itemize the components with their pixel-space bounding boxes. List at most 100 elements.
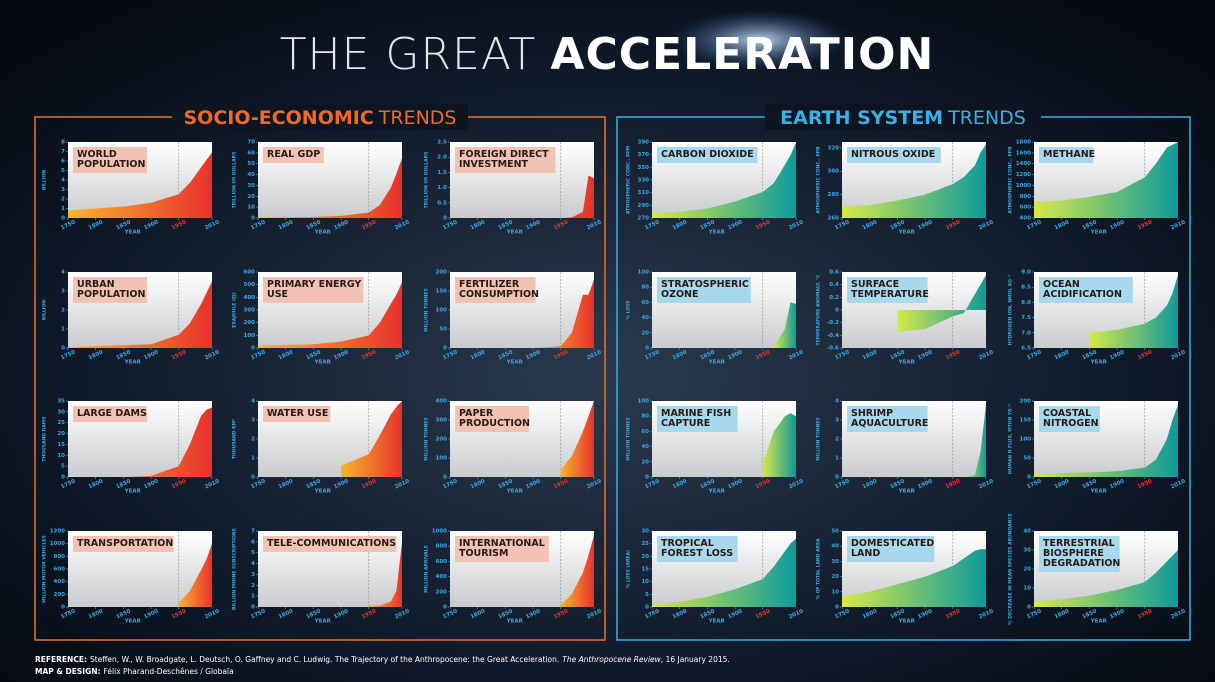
- x-tick-label: 1900: [727, 608, 744, 620]
- y-tick-label: 0.2: [829, 295, 839, 301]
- y-axis-label: HYDROGEN ION, NMOL KG⁻¹: [1008, 275, 1014, 346]
- x-tick-label: 1850: [1081, 219, 1098, 231]
- y-axis-label: BILLION: [42, 170, 48, 190]
- x-tick-label: 1900: [143, 219, 160, 231]
- y-tick-label: 600: [1020, 205, 1032, 211]
- x-tick-label: 1850: [305, 478, 322, 490]
- y-tick-label: 20: [641, 554, 649, 560]
- y-tick-label: 0: [251, 346, 255, 352]
- y-tick-label: 2.0: [437, 155, 447, 161]
- y-tick-label: 400: [1020, 216, 1032, 222]
- area: [762, 413, 796, 477]
- x-tick-label: 2010: [204, 608, 221, 620]
- x-tick-label: 1850: [889, 608, 906, 620]
- main-title: THE GREAT ACCELERATION: [280, 29, 935, 80]
- y-tick-label: 30: [1023, 548, 1031, 554]
- x-tick-label: 1950: [755, 349, 772, 361]
- x-axis-label: YEAR: [506, 360, 524, 366]
- x-tick-label: 1750: [1026, 608, 1043, 620]
- y-tick-label: 1: [61, 327, 65, 333]
- y-tick-label: 1800: [1016, 140, 1031, 146]
- reference: REFERENCE: Steffen, W., W. Broadgate, L. …: [35, 655, 730, 664]
- y-axis-label: % LOSS (AREA): [626, 550, 632, 588]
- chart-title: LARGE DAMS: [77, 408, 147, 419]
- x-tick-label: 2010: [394, 349, 411, 361]
- x-tick-label: 1950: [171, 219, 188, 231]
- area: [652, 538, 796, 607]
- x-tick-label: 1950: [553, 349, 570, 361]
- x-axis-label: YEAR: [708, 619, 726, 625]
- chart-title: COASTAL NITROGEN: [1043, 408, 1099, 429]
- area: [68, 152, 212, 218]
- area: [178, 543, 212, 607]
- y-tick-label: 20: [1023, 567, 1031, 573]
- x-tick-label: 1850: [497, 478, 514, 490]
- y-tick-label: 60: [641, 300, 649, 306]
- y-tick-label: 4: [251, 561, 255, 567]
- y-tick-label: 1600: [1016, 150, 1031, 156]
- chart-panel: 0 10 20 30 40 50 60 70 1750 1800 1850 1900 1950 2010 Y…: [232, 140, 411, 236]
- y-tick-label: 9.0: [1021, 270, 1031, 276]
- chart-panel: 0 1 2 3 4 1750 1800 1850 1900 1950 2010 YEAR MILLION…: [816, 399, 995, 495]
- x-tick-label: 2010: [586, 349, 603, 361]
- y-axis-label: MILLION TONNES: [424, 288, 430, 331]
- x-tick-label: 1750: [442, 219, 459, 231]
- chart-title: SHRIMP AQUACULTURE: [851, 408, 928, 429]
- title-box: [657, 147, 758, 163]
- chart-panel: 0 5 10 15 20 25 30 1750 1800 1850 1900 1950 2010 YEAR…: [626, 529, 805, 625]
- y-tick-label: 400: [244, 295, 256, 301]
- y-tick-label: 15: [57, 442, 65, 448]
- y-tick-label: 310: [638, 190, 650, 196]
- x-tick-label: 2010: [394, 478, 411, 490]
- y-tick-label: 50: [1023, 456, 1031, 462]
- x-tick-label: 1800: [1054, 608, 1071, 620]
- area: [560, 401, 594, 477]
- y-tick-label: 1: [251, 456, 255, 462]
- area: [1034, 550, 1178, 607]
- x-tick-label: 2010: [204, 349, 221, 361]
- x-tick-label: 1800: [88, 349, 105, 361]
- y-tick-label: 50: [831, 529, 839, 535]
- y-tick-label: 70: [247, 140, 255, 146]
- y-tick-label: 1: [835, 456, 839, 462]
- x-tick-label: 1950: [361, 349, 378, 361]
- y-axis-label: BILLION PHONE SUBSCRIPTIONS: [232, 528, 238, 610]
- x-tick-label: 1800: [88, 219, 105, 231]
- x-tick-label: 1950: [1137, 478, 1154, 490]
- x-tick-label: 1850: [699, 608, 716, 620]
- y-axis-label: BILLION: [42, 300, 48, 320]
- y-axis-label: % OF TOTAL LAND AREA: [816, 538, 822, 600]
- title-box: [1039, 147, 1094, 163]
- y-tick-label: 8: [61, 140, 65, 146]
- chart-title: WORLD POPULATION: [77, 149, 145, 170]
- y-tick-label: 2: [251, 583, 255, 589]
- chart-title: URBAN POPULATION: [77, 279, 145, 300]
- title-box: [455, 277, 536, 303]
- x-tick-label: 1900: [727, 219, 744, 231]
- y-tick-label: 8.0: [1021, 300, 1031, 306]
- y-tick-label: 4: [835, 399, 839, 405]
- y-tick-label: 2: [835, 437, 839, 443]
- x-tick-label: 2010: [394, 608, 411, 620]
- x-tick-label: 1850: [889, 349, 906, 361]
- x-tick-label: 1850: [115, 349, 132, 361]
- y-tick-label: 20: [57, 431, 65, 437]
- y-tick-label: 1200: [50, 529, 65, 535]
- y-axis-label: MILLION ARRIVALS: [424, 545, 430, 593]
- title-box: [1039, 536, 1120, 572]
- y-tick-label: 200: [436, 270, 448, 276]
- y-tick-label: 0: [443, 605, 447, 611]
- y-tick-label: 6.5: [1021, 346, 1031, 352]
- chart-title: OCEAN ACIDIFICATION: [1043, 279, 1122, 300]
- chart-title: STRATOSPHERIC OZONE: [661, 279, 752, 300]
- y-tick-label: 5: [645, 592, 649, 598]
- x-tick-label: 1850: [889, 219, 906, 231]
- chart-panel: 400 600 800 1000 1200 1400 1600 1800 1750 1800 185…: [1008, 140, 1187, 236]
- y-tick-label: 1400: [1016, 161, 1031, 167]
- area: [258, 158, 402, 218]
- glow: [670, 10, 850, 70]
- y-axis-label: THOUSAND DAMS: [42, 416, 48, 461]
- x-tick-label: 1850: [115, 219, 132, 231]
- chart-panel: 6.5 7.0 7.5 8.0 8.5 9.0 1750 1800 1850 1900 1950 20…: [1008, 270, 1187, 366]
- y-axis-label: % LOSS: [626, 301, 632, 320]
